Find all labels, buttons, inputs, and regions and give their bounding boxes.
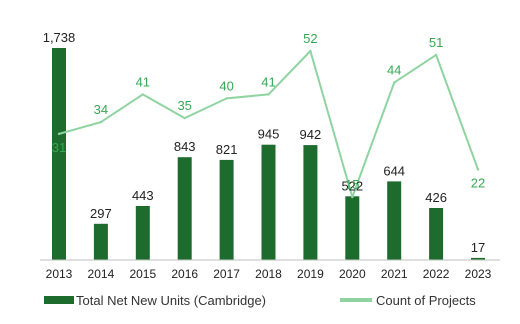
line-label-2020: 15 bbox=[345, 177, 359, 192]
x-tick-2019: 2019 bbox=[297, 267, 324, 281]
line-point-2020 bbox=[351, 195, 354, 199]
bar-label-2016: 843 bbox=[174, 139, 196, 154]
line-point-2014 bbox=[99, 120, 103, 124]
x-tick-2013: 2013 bbox=[46, 267, 73, 281]
line-label-2015: 41 bbox=[136, 74, 150, 89]
bar-2013 bbox=[52, 48, 66, 260]
legend-label-projects: Count of Projects bbox=[376, 293, 476, 308]
bar-2018 bbox=[261, 144, 276, 260]
bar-2019 bbox=[303, 145, 318, 260]
bar-2015 bbox=[135, 206, 150, 260]
line-series bbox=[57, 49, 480, 199]
bar-value-labels: 1,738 297 443 843 821 945 942 522 644 426 17 bbox=[43, 30, 486, 255]
x-tick-2015: 2015 bbox=[129, 267, 156, 281]
line-label-2018: 41 bbox=[261, 74, 275, 89]
bar-series bbox=[52, 48, 485, 260]
bar-label-2013: 1,738 bbox=[43, 30, 76, 45]
line-label-2017: 40 bbox=[219, 78, 233, 93]
line-value-labels: 31 34 41 35 40 41 52 15 44 51 22 bbox=[52, 31, 485, 192]
line-label-2016: 35 bbox=[177, 98, 191, 113]
x-tick-2017: 2017 bbox=[213, 267, 240, 281]
bar-label-2015: 443 bbox=[132, 188, 154, 203]
line-point-2019 bbox=[309, 49, 312, 53]
line-label-2013: 31 bbox=[52, 140, 66, 155]
bar-2017 bbox=[219, 159, 234, 260]
bar-label-2014: 297 bbox=[90, 206, 112, 221]
x-tick-2021: 2021 bbox=[381, 267, 408, 281]
bar-2021 bbox=[387, 181, 402, 260]
x-tick-2018: 2018 bbox=[255, 267, 282, 281]
bar-label-2019: 942 bbox=[300, 127, 322, 142]
bar-label-2017: 821 bbox=[216, 142, 238, 157]
bar-2020 bbox=[345, 196, 360, 260]
bar-2023 bbox=[471, 257, 485, 260]
x-tick-labels: 2013 2014 2015 2016 2017 2018 2019 2020 2021 2022… bbox=[46, 267, 492, 281]
line-point-2015 bbox=[141, 93, 144, 96]
bar-2022 bbox=[429, 208, 444, 260]
line-point-2018 bbox=[267, 93, 270, 96]
legend-swatch-units bbox=[44, 296, 74, 304]
line-point-2017 bbox=[225, 97, 228, 100]
line-point-2021 bbox=[393, 81, 396, 84]
line-point-2013 bbox=[57, 132, 61, 136]
x-tick-2014: 2014 bbox=[88, 267, 115, 281]
x-tick-2022: 2022 bbox=[423, 267, 450, 281]
legend: Total Net New Units (Cambridge) Count of… bbox=[44, 293, 476, 308]
bar-2014 bbox=[93, 223, 108, 260]
legend-label-units: Total Net New Units (Cambridge) bbox=[76, 293, 266, 308]
line-label-2023: 22 bbox=[471, 176, 485, 191]
bar-label-2021: 644 bbox=[383, 163, 405, 178]
bar-label-2018: 945 bbox=[258, 127, 280, 142]
bar-label-2022: 426 bbox=[425, 190, 447, 205]
line-point-2016 bbox=[183, 116, 186, 120]
x-tick-2023: 2023 bbox=[465, 267, 492, 281]
line-point-2023 bbox=[476, 168, 480, 171]
line-point-2022 bbox=[434, 53, 438, 57]
line-label-2021: 44 bbox=[387, 63, 401, 78]
line-label-2014: 34 bbox=[94, 102, 108, 117]
x-tick-2020: 2020 bbox=[339, 267, 366, 281]
line-label-2019: 52 bbox=[303, 31, 317, 46]
bar-2016 bbox=[177, 157, 192, 260]
x-tick-2016: 2016 bbox=[171, 267, 198, 281]
bar-label-2020: 522 bbox=[341, 178, 363, 193]
line-label-2022: 51 bbox=[429, 35, 443, 50]
bar-label-2023: 17 bbox=[471, 240, 485, 255]
